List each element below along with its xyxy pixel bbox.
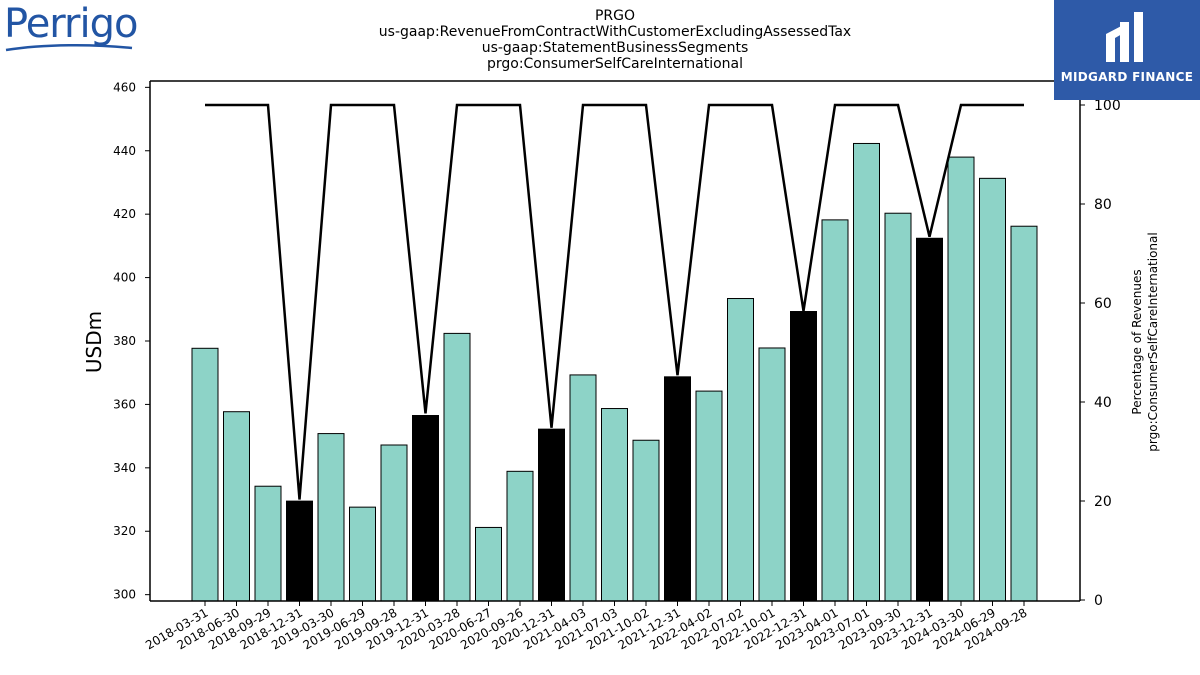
bar [538,428,565,602]
right-y-label-line: Percentage of Revenues [1130,269,1144,414]
y-tick-label: 360 [113,397,136,411]
y-tick-label: 400 [113,271,136,285]
percentage-line [205,103,1024,500]
bar [916,237,943,602]
bar [380,444,408,602]
right-y-tick-label: 60 [1094,296,1112,312]
right-y-ticks: 0 20 40 60 80 100 [1080,98,1121,609]
bar [601,408,628,602]
bar [443,332,471,602]
midgard-finance-logo: MIDGARD FINANCE [1054,0,1200,100]
bars [191,142,1038,602]
bar [632,439,660,602]
midgard-mark-icon [1106,12,1143,62]
bar [947,156,975,602]
x-ticks: 2018-03-312018-06-302018-09-292018-12-31… [143,601,1030,652]
bar [695,390,723,602]
y-tick-label: 380 [113,334,136,348]
right-y-tick-label: 0 [1094,593,1103,609]
right-y-tick-label: 100 [1094,98,1121,114]
right-y-tick-label: 20 [1094,494,1112,510]
perrigo-logo: Perrigo [4,4,138,54]
y-tick-label: 340 [113,461,136,475]
y-tick-label: 460 [113,80,136,94]
bar [506,470,534,602]
title-line: PRGO [595,8,635,24]
bar [727,298,754,602]
bar [286,500,313,602]
bar [223,411,250,602]
y-tick-label: 420 [113,207,136,221]
percentage-line-path [205,103,1024,500]
y-tick-label: 440 [113,144,136,158]
right-y-tick-label: 80 [1094,197,1112,213]
bar [254,485,282,602]
right-y-label-line: prgo:ConsumerSelfCareInternational [1146,232,1160,451]
title-line: prgo:ConsumerSelfCareInternational [487,56,743,72]
bar [979,177,1006,602]
bar [790,311,817,602]
bar [758,347,786,602]
bar [349,506,376,602]
bar [664,376,691,602]
logo-swoosh-icon [5,43,133,52]
bar [821,219,849,602]
perrigo-logo-text: Perrigo [4,1,138,47]
y-tick-label: 300 [113,588,136,602]
title-line: us-gaap:RevenueFromContractWithCustomerE… [379,24,851,40]
bar [412,415,439,602]
title-line: us-gaap:StatementBusinessSegments [482,40,749,56]
midgard-logo-text: MIDGARD FINANCE [1060,70,1194,84]
left-y-ticks: 300 320 340 360 380 400 420 440 460 [113,80,150,602]
bar [1010,225,1038,602]
bar [569,374,597,602]
bar [884,212,912,602]
y-tick-label: 320 [113,524,136,538]
y-axis-label: USDm [82,311,106,373]
chart-title: PRGOus-gaap:RevenueFromContractWithCusto… [379,8,851,72]
right-y-tick-label: 40 [1094,395,1112,411]
bar [475,526,502,602]
right-y-axis-label: Percentage of Revenues prgo:ConsumerSelfC… [1130,232,1160,451]
bar [191,347,219,602]
bar [317,433,345,602]
bar [853,142,880,602]
